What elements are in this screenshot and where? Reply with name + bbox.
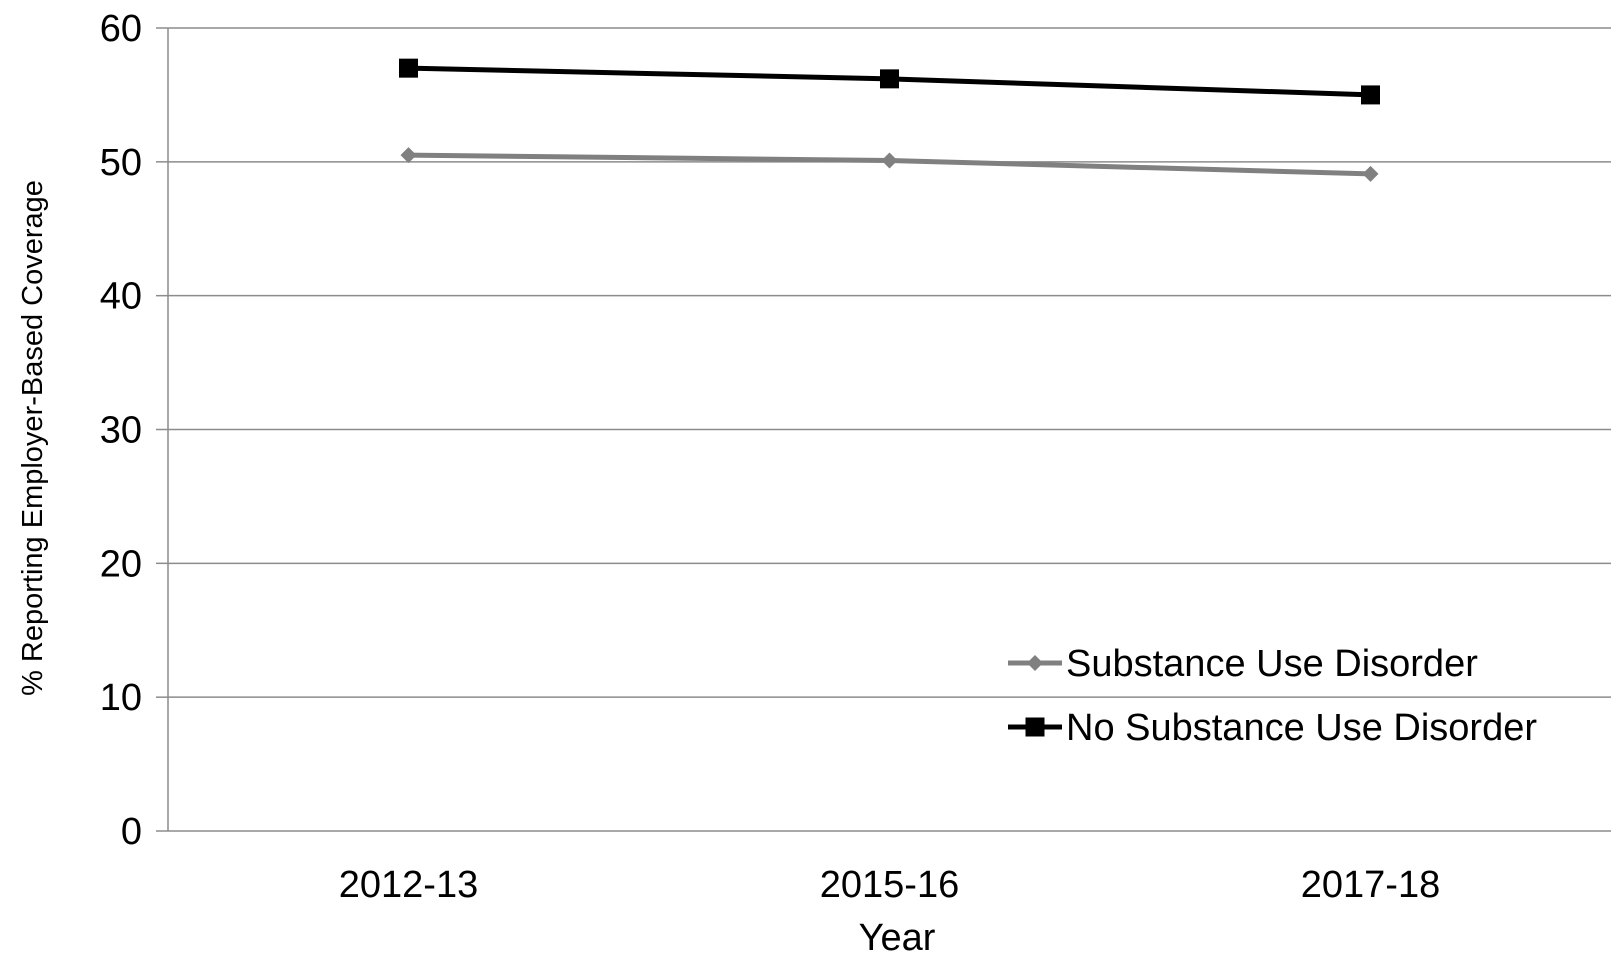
- x-tick-label: 2015-16: [820, 864, 959, 906]
- x-tick-labels: 2012-13 2015-16 2017-18: [339, 864, 1440, 906]
- x-tick-label: 2017-18: [1301, 864, 1440, 906]
- axes: [156, 27, 1611, 832]
- data-point: [881, 152, 898, 169]
- y-tick-label: 30: [100, 410, 142, 452]
- data-point: [1362, 165, 1379, 182]
- legend: Substance Use Disorder No Substance Use D…: [1008, 643, 1537, 749]
- y-tick-labels: 0 10 20 30 40 50 60: [100, 8, 142, 853]
- legend-label: Substance Use Disorder: [1066, 643, 1478, 685]
- series-substance-use-disorder: [400, 147, 1379, 182]
- legend-item: Substance Use Disorder: [1008, 643, 1478, 685]
- legend-marker: [1025, 717, 1045, 737]
- series: [399, 58, 1380, 182]
- y-tick-label: 20: [100, 543, 142, 585]
- gridlines: [168, 27, 1611, 698]
- legend-marker: [1027, 655, 1043, 671]
- data-point: [1361, 85, 1380, 105]
- legend-label: No Substance Use Disorder: [1066, 707, 1537, 749]
- y-axis-title: % Reporting Employer-Based Coverage: [17, 180, 49, 696]
- x-tick-label: 2012-13: [339, 864, 478, 906]
- y-tick-label: 10: [100, 677, 142, 719]
- legend-item: No Substance Use Disorder: [1008, 707, 1537, 749]
- y-tick-label: 60: [100, 8, 142, 50]
- data-point: [399, 58, 418, 78]
- y-tick-label: 40: [100, 276, 142, 318]
- series-no-substance-use-disorder: [399, 58, 1380, 105]
- y-tick-label: 0: [121, 811, 142, 853]
- x-axis-title: Year: [859, 917, 936, 956]
- data-point: [880, 69, 899, 89]
- y-tick-label: 50: [100, 142, 142, 184]
- data-point: [400, 147, 417, 164]
